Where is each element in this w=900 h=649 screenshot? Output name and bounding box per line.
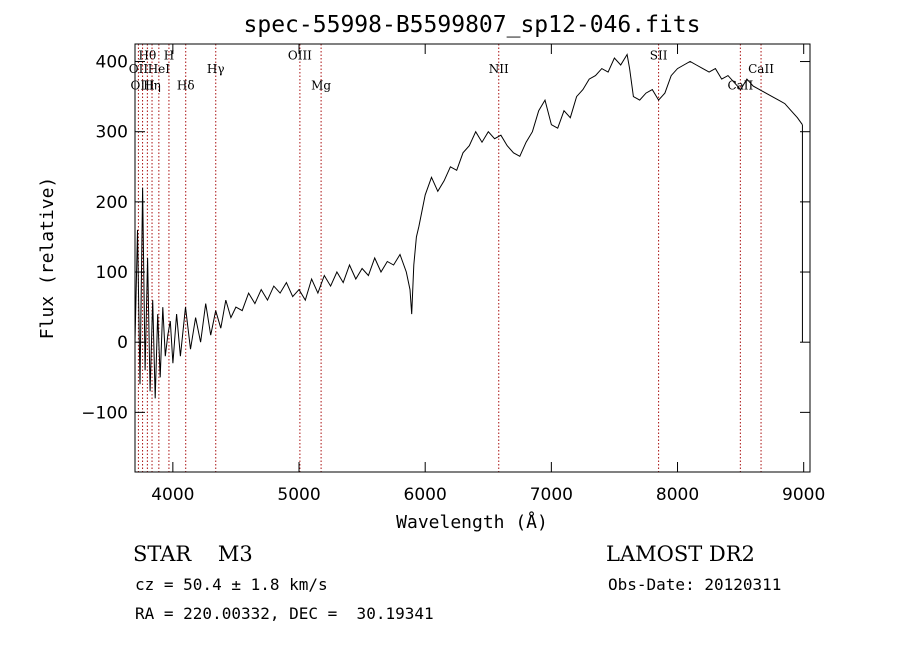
x-tick-label: 8000 <box>656 485 699 505</box>
emission-line-label: Hη <box>143 79 161 93</box>
emission-line-label: Mg <box>311 79 331 93</box>
chart-title: spec-55998-B5599807_sp12-046.fits <box>244 12 701 38</box>
x-tick-label: 6000 <box>404 485 447 505</box>
coordinates-label: RA = 220.00332, DEC = 30.19341 <box>135 604 434 623</box>
y-tick-label: 100 <box>96 263 128 283</box>
x-tick-label: 7000 <box>530 485 573 505</box>
emission-line-label: Hγ <box>207 62 225 76</box>
x-tick-label: 9000 <box>782 485 825 505</box>
emission-line-label: Hθ <box>139 48 157 62</box>
emission-line-label: OIII <box>131 79 155 93</box>
emission-line-label: CaII <box>727 79 753 93</box>
emission-line-label: OIII <box>288 48 312 62</box>
spectrum-line <box>134 53 803 399</box>
emission-line-label: H <box>164 48 174 62</box>
x-tick-label: 5000 <box>277 485 320 505</box>
y-axis-label: Flux (relative) <box>37 177 58 340</box>
emission-line-label: NII <box>489 62 509 76</box>
x-axis-label: Wavelength (Å) <box>396 511 548 533</box>
redshift-label: cz = 50.4 ± 1.8 km/s <box>135 575 328 594</box>
y-tick-label: 0 <box>117 333 128 353</box>
y-tick-label: 400 <box>96 53 128 73</box>
plot-frame <box>134 43 811 473</box>
survey-label: LAMOST DR2 <box>606 542 755 566</box>
y-tick-label: 300 <box>96 123 128 143</box>
emission-line-label: CaII <box>748 62 774 76</box>
obs-date-label: Obs-Date: 20120311 <box>608 575 781 594</box>
emission-line-label: HeI <box>148 62 171 76</box>
y-tick-label: 200 <box>96 193 128 213</box>
emission-line-label: SII <box>650 48 668 62</box>
object-class-label: STAR M3 <box>133 542 253 566</box>
x-tick-label: 4000 <box>151 485 194 505</box>
y-tick-label: −100 <box>81 403 128 423</box>
emission-line-label: Hδ <box>177 79 195 93</box>
emission-line-label: OII <box>129 62 149 76</box>
